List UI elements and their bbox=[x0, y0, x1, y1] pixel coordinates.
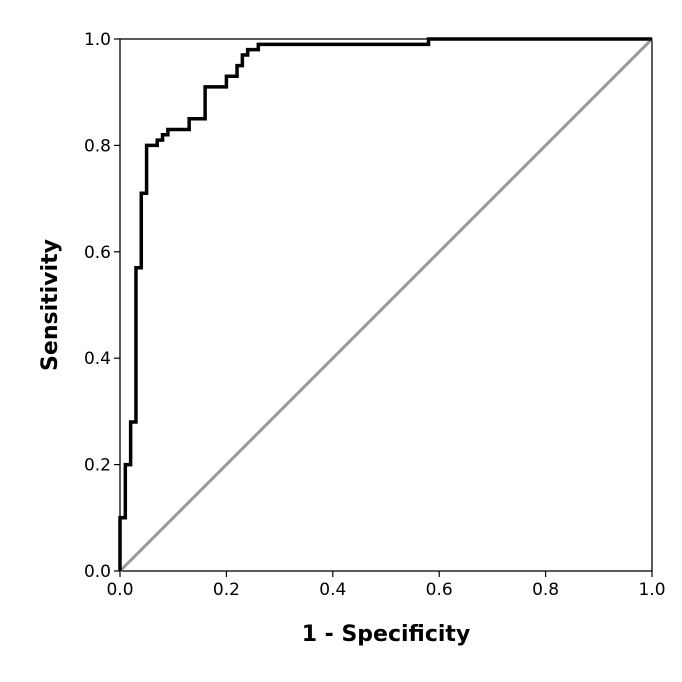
x-tick-label: 0.0 bbox=[106, 580, 133, 600]
y-tick-label: 0.8 bbox=[84, 136, 111, 156]
ticks-group: 0.0 0.2 0.4 0.6 0.8 1.0 0.0 0.2 0.4 0.6 0.8 1.0 bbox=[84, 30, 666, 600]
x-tick-label: 0.6 bbox=[426, 580, 453, 600]
plot-area-frame bbox=[119, 38, 653, 572]
x-tick-label: 1.0 bbox=[638, 580, 665, 600]
y-tick-label: 0.4 bbox=[84, 349, 111, 369]
x-tick-label: 0.8 bbox=[532, 580, 559, 600]
y-tick-label: 0.6 bbox=[84, 243, 111, 263]
x-tick-label: 0.4 bbox=[319, 580, 346, 600]
y-tick-label: 1.0 bbox=[84, 30, 111, 50]
reference-diagonal-line bbox=[118, 37, 654, 573]
x-tick-label: 0.2 bbox=[213, 580, 240, 600]
y-tick-label: 0.2 bbox=[84, 456, 111, 476]
x-axis-title: 1 - Specificity bbox=[302, 622, 471, 647]
y-tick-label: 0.0 bbox=[84, 562, 111, 582]
y-axis-title: Sensitivity bbox=[38, 239, 63, 371]
series-group bbox=[118, 37, 654, 573]
roc-curve-line bbox=[118, 37, 652, 571]
